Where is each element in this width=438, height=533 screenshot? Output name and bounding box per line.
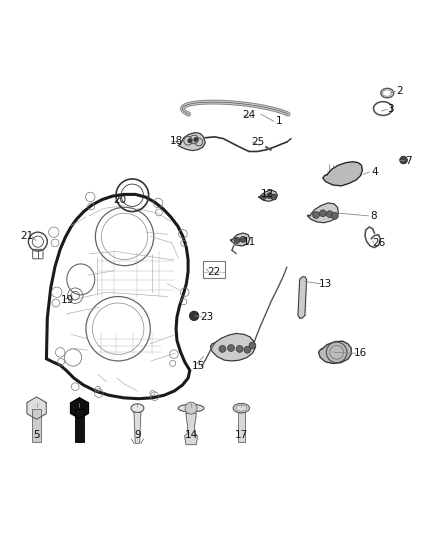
Text: 6: 6 (76, 430, 83, 440)
Polygon shape (27, 397, 46, 419)
FancyBboxPatch shape (238, 413, 245, 442)
Circle shape (244, 346, 251, 353)
Circle shape (261, 193, 267, 199)
Polygon shape (307, 203, 338, 223)
Ellipse shape (178, 405, 204, 412)
Polygon shape (178, 133, 205, 151)
Circle shape (240, 237, 246, 243)
Circle shape (236, 345, 243, 352)
Text: 4: 4 (371, 167, 378, 177)
Text: 5: 5 (33, 430, 40, 440)
Polygon shape (318, 341, 351, 364)
Polygon shape (258, 190, 277, 201)
Ellipse shape (131, 404, 144, 413)
Polygon shape (323, 161, 362, 186)
Circle shape (189, 311, 199, 320)
Circle shape (194, 138, 198, 142)
Text: 26: 26 (372, 238, 385, 248)
Circle shape (313, 212, 319, 219)
Text: 12: 12 (261, 189, 274, 199)
Text: 19: 19 (61, 295, 74, 305)
Circle shape (249, 342, 256, 349)
Circle shape (271, 194, 277, 200)
Circle shape (332, 213, 338, 219)
Ellipse shape (233, 403, 250, 413)
Circle shape (319, 210, 326, 217)
Text: 21: 21 (20, 231, 33, 241)
Text: 7: 7 (406, 156, 412, 166)
Text: 15: 15 (192, 361, 205, 371)
Text: 25: 25 (251, 137, 264, 147)
Circle shape (219, 345, 226, 352)
Text: 2: 2 (396, 86, 403, 96)
Text: 22: 22 (207, 266, 220, 277)
Circle shape (400, 156, 407, 164)
Text: 17: 17 (235, 430, 248, 440)
Polygon shape (134, 413, 141, 443)
Text: 8: 8 (370, 211, 377, 221)
Text: 23: 23 (200, 312, 214, 322)
Polygon shape (230, 233, 250, 246)
Text: 3: 3 (387, 104, 394, 115)
Circle shape (234, 237, 240, 244)
Text: 24: 24 (242, 110, 256, 120)
Text: 13: 13 (319, 279, 332, 289)
Polygon shape (298, 277, 307, 318)
Text: 16: 16 (354, 348, 367, 358)
FancyBboxPatch shape (75, 409, 84, 442)
Circle shape (185, 402, 197, 414)
Text: 1: 1 (276, 116, 283, 126)
Circle shape (326, 211, 333, 217)
Circle shape (187, 139, 192, 143)
Circle shape (228, 345, 234, 351)
Text: 11: 11 (243, 237, 257, 247)
FancyBboxPatch shape (32, 409, 41, 442)
Text: 18: 18 (170, 136, 183, 146)
Polygon shape (185, 413, 198, 445)
Polygon shape (210, 334, 255, 361)
Circle shape (267, 192, 272, 199)
Text: 20: 20 (113, 196, 126, 205)
Text: 14: 14 (184, 430, 198, 440)
Text: 9: 9 (134, 430, 141, 440)
Polygon shape (71, 398, 88, 418)
